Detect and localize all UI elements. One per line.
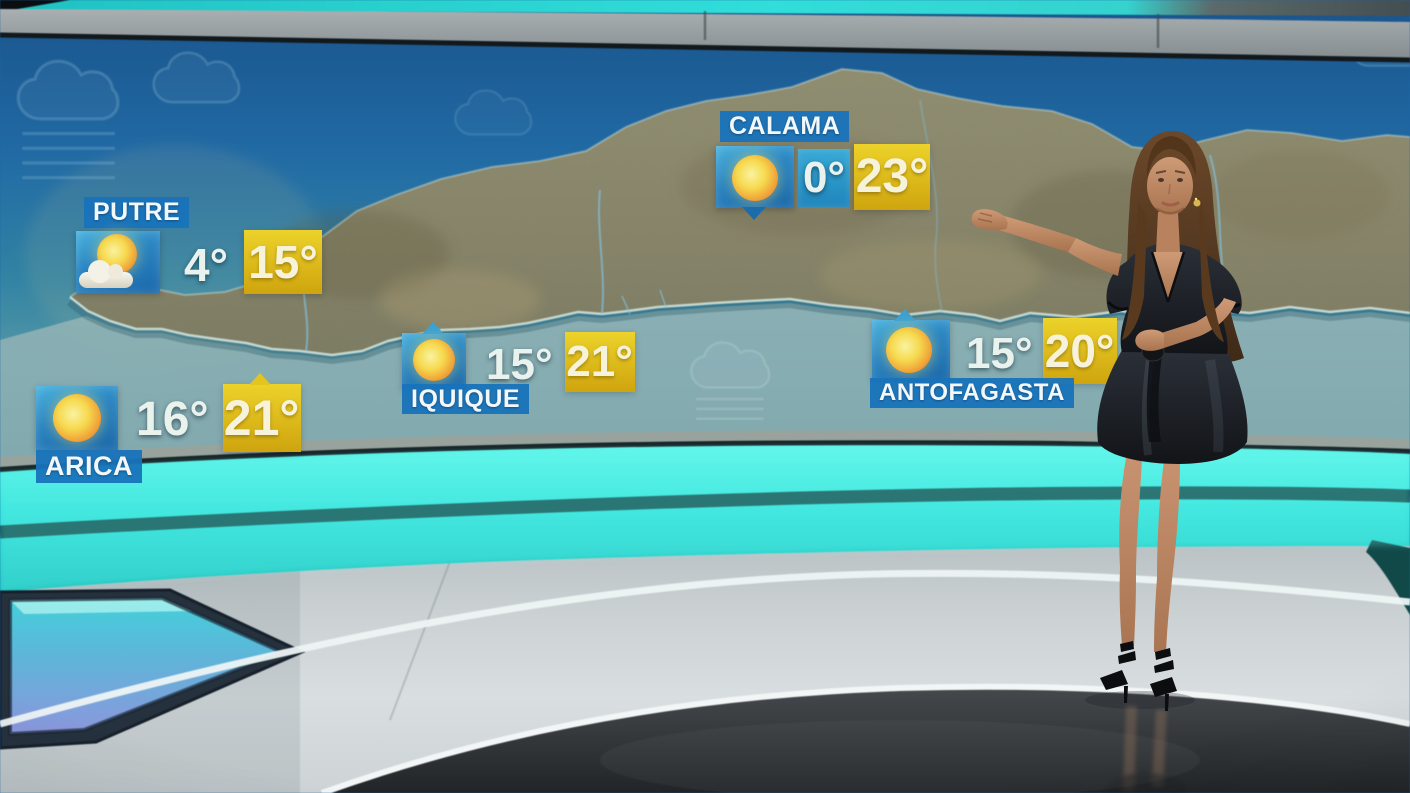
ceiling-led-strip xyxy=(0,0,1410,16)
floor-seam xyxy=(389,555,453,721)
sun-icon xyxy=(872,309,950,382)
max-temperature: 21° xyxy=(564,332,635,392)
well-step xyxy=(8,595,288,737)
max-temperature: 21° xyxy=(222,373,301,452)
sun-icon xyxy=(36,386,118,450)
cloud-icon xyxy=(152,51,241,104)
river xyxy=(598,189,604,315)
top-ceiling xyxy=(0,0,1410,63)
max-temperature: 15° xyxy=(243,230,322,294)
max-temperature: 20° xyxy=(1042,318,1117,384)
well-glow-face xyxy=(10,598,192,614)
platform-surface xyxy=(322,686,1410,793)
cloud-glyph xyxy=(79,260,133,288)
min-temperature: 15° xyxy=(486,340,553,389)
weather-widget-antofagasta: 15° 20° ANTOFAGASTA xyxy=(870,309,1117,408)
sun-glyph xyxy=(53,394,101,442)
weather-widget-calama: CALAMA 0° 23° xyxy=(716,111,930,220)
led-glow xyxy=(0,445,1410,592)
corner-shadow xyxy=(0,0,70,12)
river xyxy=(919,99,943,314)
bezel-edge xyxy=(0,32,1410,63)
city-label: CALAMA xyxy=(720,111,850,142)
fog-icon-on-sea xyxy=(690,341,771,420)
cloud-icon xyxy=(453,89,533,136)
platform-rim xyxy=(320,683,1410,793)
river xyxy=(621,289,667,315)
sun-glyph xyxy=(413,339,455,381)
max-temperature: 23° xyxy=(854,144,930,210)
city-label: ANTOFAGASTA xyxy=(870,378,1074,408)
min-temperature: 0° xyxy=(798,149,850,207)
min-temperature: 16° xyxy=(136,393,209,446)
min-temperature: 15° xyxy=(966,329,1033,378)
weather-widget-iquique: 15° 21° IQUIQUE xyxy=(402,322,635,414)
platform-gloss xyxy=(600,720,1200,793)
sun-icon xyxy=(402,322,466,389)
city-label: IQUIQUE xyxy=(402,384,530,414)
weather-widget-putre: PUTRE 4° 15° xyxy=(76,197,322,294)
wall-base-edge xyxy=(0,440,1410,473)
fog-icon xyxy=(16,59,120,180)
chile-map xyxy=(0,67,1410,490)
sun-icon xyxy=(716,146,794,220)
sun-glyph xyxy=(732,155,778,201)
floor-ring-line xyxy=(0,569,1410,728)
sun-behind-cloud-icon xyxy=(76,231,160,293)
led-band-corner xyxy=(1366,540,1410,615)
min-temperature: 4° xyxy=(184,239,228,291)
sun-glyph xyxy=(886,327,932,373)
led-strip xyxy=(0,430,1410,615)
city-label: PUTRE xyxy=(84,197,190,228)
weather-widget-arica: 16° 21° ARICA xyxy=(36,373,301,483)
dark-platform xyxy=(320,683,1410,793)
city-label: ARICA xyxy=(36,450,142,483)
